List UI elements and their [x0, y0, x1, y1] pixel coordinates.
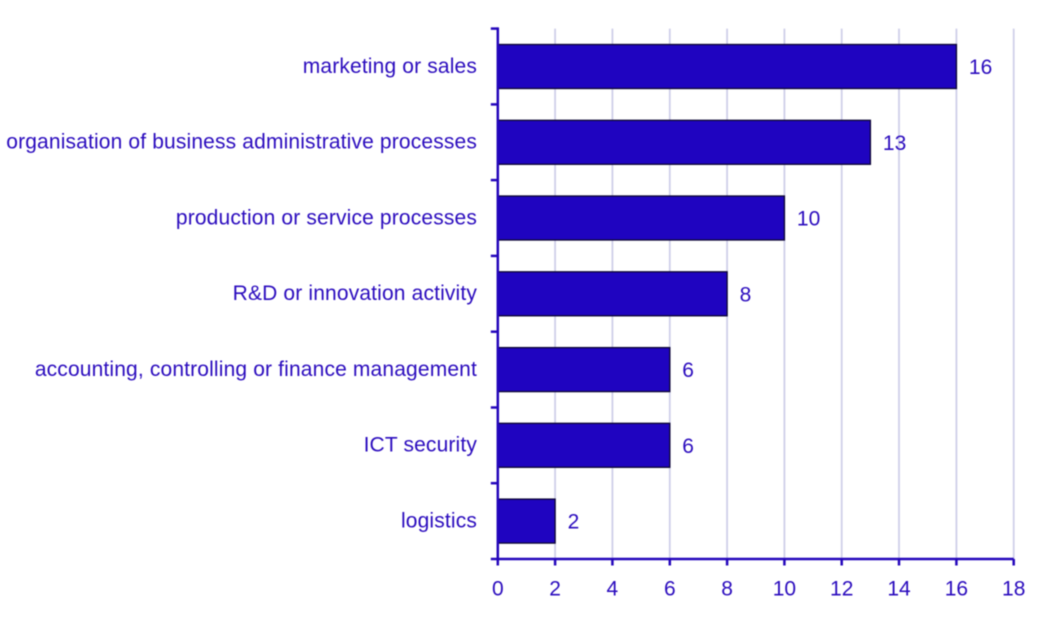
svg-text:8: 8	[721, 578, 733, 601]
svg-text:organisation of business admin: organisation of business administrative …	[6, 131, 477, 154]
svg-text:10: 10	[773, 578, 796, 601]
svg-text:production or service processe: production or service processes	[176, 206, 477, 229]
svg-text:2: 2	[568, 511, 580, 534]
svg-text:ICT security: ICT security	[364, 434, 478, 457]
svg-text:6: 6	[682, 359, 694, 382]
svg-text:6: 6	[664, 578, 676, 601]
svg-text:13: 13	[883, 132, 906, 155]
svg-text:0: 0	[492, 578, 504, 601]
svg-text:marketing or sales: marketing or sales	[303, 55, 477, 78]
svg-text:16: 16	[945, 578, 968, 601]
svg-text:2: 2	[549, 578, 561, 601]
svg-text:12: 12	[830, 578, 853, 601]
svg-text:4: 4	[607, 578, 619, 601]
svg-text:14: 14	[887, 578, 911, 601]
svg-text:logistics: logistics	[401, 509, 477, 532]
svg-text:R&D or innovation activity: R&D or innovation activity	[233, 282, 478, 305]
svg-text:6: 6	[682, 435, 694, 458]
svg-text:18: 18	[1002, 578, 1025, 601]
svg-text:16: 16	[969, 56, 992, 79]
svg-text:8: 8	[740, 283, 752, 306]
svg-text:accounting, controlling or fin: accounting, controlling or finance manag…	[35, 358, 477, 381]
svg-text:10: 10	[797, 208, 820, 231]
